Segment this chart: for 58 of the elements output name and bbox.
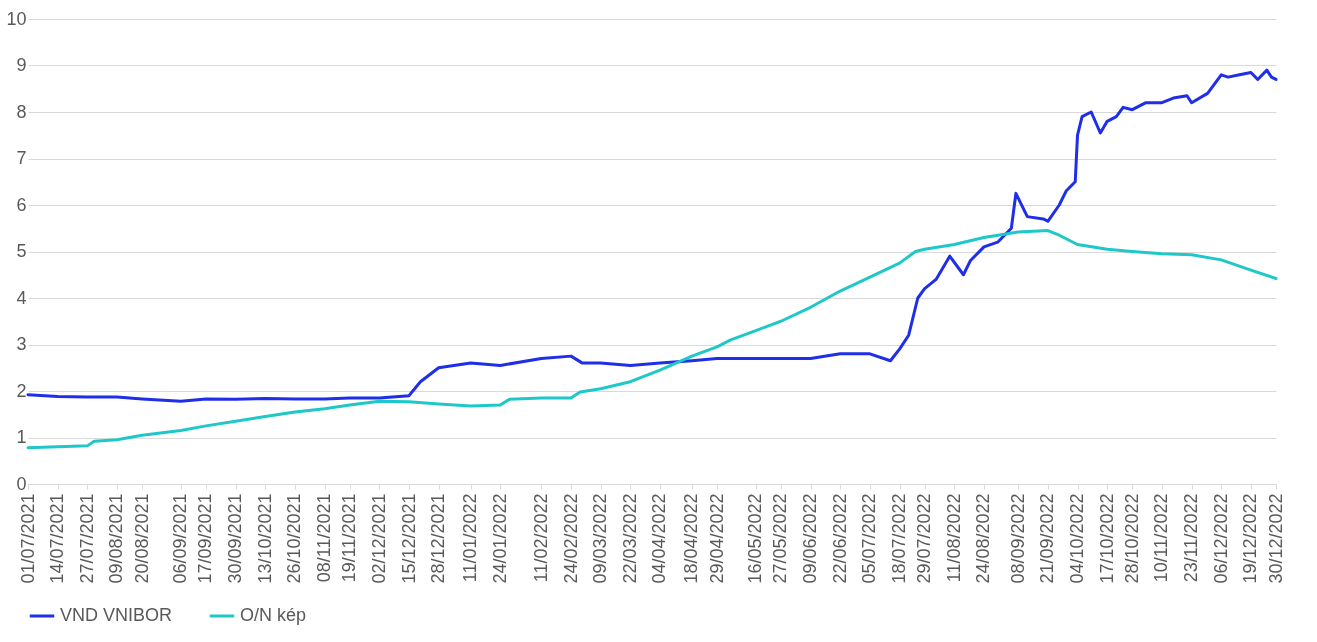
x-tick-label: 29/04/2022 bbox=[706, 493, 727, 584]
x-tick-label: 19/12/2022 bbox=[1240, 493, 1261, 584]
x-tick-label: 18/07/2022 bbox=[889, 493, 910, 584]
x-tick-label: 08/09/2022 bbox=[1007, 493, 1028, 584]
x-tick-label: 22/06/2022 bbox=[829, 493, 850, 584]
x-tick-label: 27/07/2021 bbox=[76, 493, 97, 584]
x-tick-label: 28/12/2021 bbox=[428, 493, 449, 584]
x-tick-label: 17/09/2021 bbox=[195, 493, 216, 584]
x-tick-label: 24/01/2022 bbox=[489, 493, 510, 584]
x-tick-label: 21/09/2022 bbox=[1037, 493, 1058, 584]
x-tick-label: 11/08/2022 bbox=[943, 493, 964, 583]
x-tick-label: 14/07/2021 bbox=[47, 493, 68, 584]
y-tick-label: 4 bbox=[16, 287, 27, 308]
x-tick-label: 02/12/2021 bbox=[368, 493, 389, 584]
x-tick-label: 13/10/2021 bbox=[254, 493, 275, 584]
x-tick-label: 08/11/2021 bbox=[314, 493, 335, 583]
x-tick-label: 22/03/2022 bbox=[619, 493, 640, 584]
x-tick-label: 09/06/2022 bbox=[800, 493, 821, 584]
y-tick-label: 8 bbox=[16, 101, 27, 122]
x-tick-label: 24/08/2022 bbox=[973, 493, 994, 584]
x-tick-label: 17/10/2022 bbox=[1096, 493, 1117, 584]
x-tick-label: 20/08/2021 bbox=[131, 493, 152, 584]
line-series bbox=[26, 229, 1278, 450]
x-tick-label: 29/07/2022 bbox=[914, 493, 935, 584]
x-tick-label: 10/11/2022 bbox=[1151, 493, 1172, 583]
y-tick-label: 2 bbox=[16, 380, 27, 401]
y-tick-label: 1 bbox=[16, 427, 27, 447]
x-tick-label: 06/09/2021 bbox=[170, 493, 191, 584]
y-tick-label: 6 bbox=[16, 194, 27, 215]
x-tick-label: 09/03/2022 bbox=[590, 493, 611, 584]
x-tick-label: 27/05/2022 bbox=[770, 493, 791, 584]
legend-label: O/N kép bbox=[240, 605, 307, 625]
x-tick-label: 04/04/2022 bbox=[649, 493, 670, 584]
x-tick-label: 11/01/2022 bbox=[460, 493, 481, 583]
x-tick-label: 23/11/2022 bbox=[1181, 493, 1202, 583]
x-tick-label: 30/12/2022 bbox=[1265, 493, 1286, 584]
x-tick-label: 06/12/2022 bbox=[1210, 493, 1231, 584]
y-tick-label: 7 bbox=[16, 148, 27, 168]
y-tick-label: 9 bbox=[16, 55, 27, 75]
line-series bbox=[26, 68, 1278, 403]
x-tick-label: 26/10/2021 bbox=[284, 493, 305, 584]
y-tick-label: 0 bbox=[16, 473, 27, 494]
x-tick-label: 28/10/2022 bbox=[1121, 493, 1142, 584]
x-tick-label: 15/12/2021 bbox=[398, 493, 419, 584]
x-tick-label: 18/04/2022 bbox=[681, 493, 702, 584]
x-tick-label: 04/10/2022 bbox=[1067, 493, 1088, 584]
y-tick-label: 5 bbox=[16, 241, 27, 261]
x-tick-label: 16/05/2022 bbox=[745, 493, 766, 584]
x-tick-label: 05/07/2022 bbox=[859, 493, 880, 584]
legend-label: VND VNIBOR bbox=[60, 605, 173, 625]
x-tick-label: 30/09/2021 bbox=[225, 493, 246, 584]
x-tick-label: 19/11/2021 bbox=[339, 493, 360, 583]
x-tick-label: 01/07/2021 bbox=[17, 493, 38, 584]
x-tick-label: 09/08/2021 bbox=[106, 493, 127, 584]
x-tick-label: 11/02/2022 bbox=[530, 493, 551, 583]
x-tick-label: 24/02/2022 bbox=[560, 493, 581, 584]
y-tick-label: 10 bbox=[6, 8, 27, 29]
y-tick-label: 3 bbox=[16, 334, 27, 354]
